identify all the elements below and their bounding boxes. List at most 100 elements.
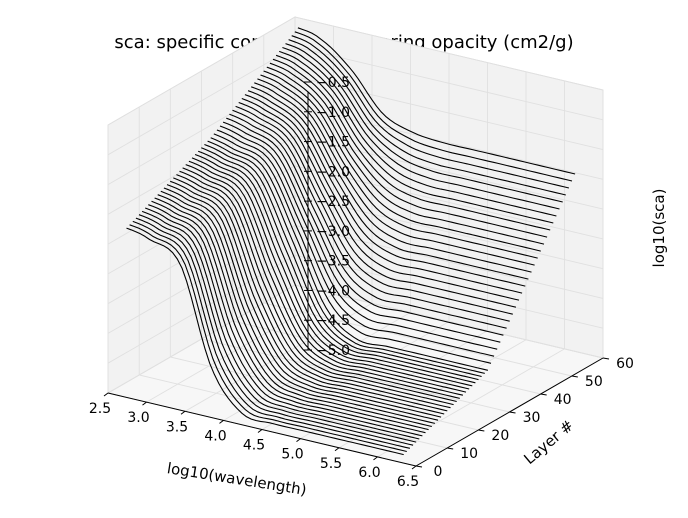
x-tick-mark: [373, 456, 378, 461]
series-line-layer-9: [151, 200, 429, 431]
series-line-layer-48: [272, 58, 551, 231]
series-line-layer-2: [129, 224, 407, 453]
y-tick-mark: [415, 465, 423, 468]
series-line-layer-49: [275, 54, 554, 224]
series-line-layer-51: [282, 46, 560, 210]
series-line-layer-56: [297, 27, 576, 175]
z-tick-label: −3.5: [316, 254, 350, 270]
x-tick-label: 2.5: [89, 401, 111, 417]
series-line-layer-24: [197, 150, 476, 384]
series-line-layer-43: [257, 78, 535, 266]
curve-group: [126, 27, 576, 456]
series-line-layer-23: [194, 153, 473, 387]
series-line-layer-17: [176, 174, 454, 406]
z-axis-label: log10(sca): [650, 189, 668, 268]
z-gridline: [107, 135, 604, 245]
x-tick-mark: [180, 410, 186, 415]
series-line-layer-3: [132, 220, 411, 449]
series-line-layer-10: [154, 197, 432, 428]
series-line-layer-5: [138, 214, 417, 443]
z-tick-label: −2.0: [316, 164, 350, 180]
series-line-layer-42: [254, 82, 532, 273]
series-line-layer-27: [207, 140, 485, 374]
series-line-layer-31: [219, 125, 498, 350]
series-line-layer-45: [263, 70, 541, 252]
series-line-layer-13: [163, 187, 442, 418]
x-tick-mark: [142, 401, 147, 406]
y-tick-mark: [571, 375, 578, 378]
series-line-layer-20: [185, 164, 464, 396]
y-tick-label: 30: [523, 410, 541, 426]
series-line-layer-7: [144, 207, 423, 437]
x-tick-mark: [334, 447, 340, 452]
series-line-layer-4: [135, 217, 414, 446]
series-line-layer-26: [204, 143, 482, 378]
series-line-layer-38: [241, 97, 520, 301]
series-line-layer-15: [170, 180, 448, 412]
y-tick-mark: [540, 393, 547, 396]
series-line-layer-34: [229, 113, 507, 329]
series-line-layer-16: [173, 177, 451, 409]
y-tick-mark: [509, 411, 516, 414]
x-tick-label: 4.5: [243, 438, 265, 454]
z-tick-label: −0.5: [316, 75, 350, 91]
series-line-layer-46: [266, 66, 545, 245]
series-line-layer-36: [235, 105, 513, 315]
z-gridline: [107, 224, 604, 334]
x-tick-label: 5.5: [320, 456, 342, 472]
x-tick-mark: [411, 465, 417, 470]
series-line-layer-30: [216, 129, 495, 357]
y-tick-label: 60: [616, 356, 634, 372]
y-tick-mark: [447, 447, 454, 450]
z-gridline: [107, 16, 604, 126]
series-line-layer-29: [213, 133, 492, 364]
series-line-layer-19: [182, 167, 460, 399]
z-tick-label: −2.5: [316, 194, 350, 210]
series-line-layer-41: [251, 86, 529, 280]
y-tick-label: 50: [585, 374, 603, 390]
series-line-layer-12: [160, 190, 439, 421]
z-tick-label: −1.5: [316, 135, 350, 151]
axes-group: 2.5 3.0 3.5 4.0 4.5 5.0 5.5 6.0 6.5 0 10 20 30 40 50 60…: [89, 75, 634, 490]
x-tick-label: 4.0: [204, 428, 226, 444]
y-tick-label: 10: [460, 446, 478, 462]
series-line-layer-50: [279, 50, 557, 217]
x-tick-mark: [296, 438, 301, 443]
x-tick-label: 6.5: [397, 474, 419, 490]
plot-panes: [106, 16, 605, 467]
x-tick-label: 3.0: [127, 410, 149, 426]
z-tick-label: −4.5: [316, 313, 350, 329]
x-tick-mark: [103, 392, 109, 397]
series-line-layer-40: [247, 90, 526, 287]
series-line-layer-18: [179, 170, 457, 403]
series-line-layer-37: [238, 101, 517, 308]
x-tick-label: 3.5: [166, 419, 188, 435]
y-tick-mark: [478, 429, 485, 432]
series-line-layer-8: [148, 204, 426, 434]
series-line-layer-22: [191, 157, 470, 390]
series-line-layer-21: [188, 160, 467, 393]
z-tick-label: −4.0: [316, 283, 350, 299]
series-line-layer-39: [244, 94, 523, 294]
z-gridline: [107, 195, 604, 305]
x-tick-mark: [219, 419, 224, 424]
z-tick-label: −3.0: [316, 224, 350, 240]
series-line-layer-6: [141, 210, 420, 440]
x-tick-mark: [257, 429, 263, 433]
x-tick-label: 5.0: [281, 447, 303, 463]
series-line-layer-35: [232, 109, 510, 322]
y-tick-label: 40: [554, 392, 572, 408]
y-tick-label: 0: [434, 464, 443, 480]
series-line-layer-11: [157, 194, 436, 424]
y-tick-mark: [602, 357, 610, 360]
z-tick-label: −5.0: [316, 343, 350, 359]
series-line-layer-14: [166, 184, 445, 415]
x-axis-label: log10(wavelength): [166, 459, 308, 499]
x-tick-label: 6.0: [358, 465, 380, 481]
series-line-layer-28: [210, 137, 489, 371]
z-tick-label: −1.0: [316, 105, 350, 121]
series-line-layer-54: [291, 35, 570, 189]
series-line-layer-55: [294, 31, 573, 182]
series-line-layer-44: [260, 74, 538, 259]
